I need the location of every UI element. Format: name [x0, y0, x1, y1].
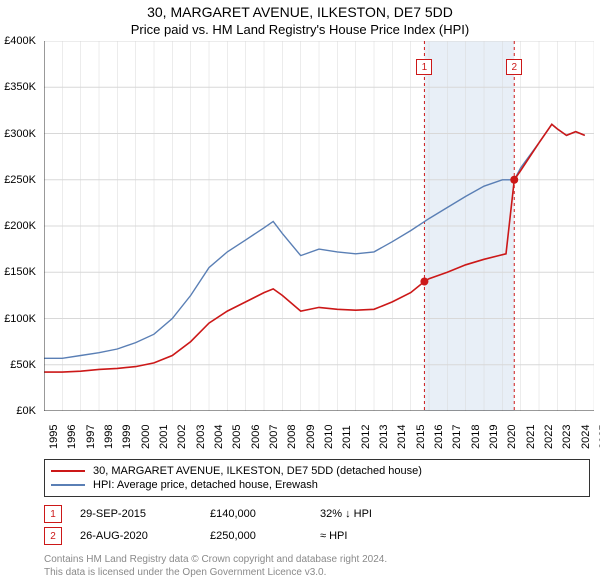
- x-tick-label: 1999: [121, 425, 123, 449]
- x-tick-label: 2016: [433, 425, 435, 449]
- sale-marker-label: 1: [416, 59, 432, 75]
- legend-row-property: 30, MARGARET AVENUE, ILKESTON, DE7 5DD (…: [51, 464, 583, 478]
- y-tick-label: £100K: [4, 313, 36, 325]
- x-tick-label: 2002: [176, 425, 178, 449]
- sale-pct: ≈ HPI: [320, 530, 420, 542]
- x-tick-label: 2012: [360, 425, 362, 449]
- legend: 30, MARGARET AVENUE, ILKESTON, DE7 5DD (…: [44, 459, 590, 497]
- x-tick-label: 2021: [525, 425, 527, 449]
- x-tick-label: 1998: [103, 425, 105, 449]
- y-tick-label: £300K: [4, 128, 36, 140]
- x-tick-label: 2020: [506, 425, 508, 449]
- x-tick-label: 2014: [396, 425, 398, 449]
- y-tick-label: £50K: [10, 359, 36, 371]
- x-tick-label: 2000: [140, 425, 142, 449]
- x-tick-label: 2024: [580, 425, 582, 449]
- x-tick-label: 1997: [85, 425, 87, 449]
- sale-date: 26-AUG-2020: [80, 530, 210, 542]
- sale-pct: 32% ↓ HPI: [320, 508, 420, 520]
- y-tick-label: £200K: [4, 220, 36, 232]
- sale-marker-label: 2: [506, 59, 522, 75]
- y-axis: £0K£50K£100K£150K£200K£250K£300K£350K£40…: [0, 41, 40, 411]
- x-tick-label: 2019: [488, 425, 490, 449]
- x-tick-label: 2008: [286, 425, 288, 449]
- x-tick-label: 2015: [415, 425, 417, 449]
- y-tick-label: £150K: [4, 266, 36, 278]
- x-tick-label: 2011: [341, 425, 343, 449]
- chart-area: £0K£50K£100K£150K£200K£250K£300K£350K£40…: [44, 41, 594, 411]
- x-axis: 1995 1996 1997 1998 1999 2000 2001 2002 2003 2004…: [44, 411, 594, 455]
- chart-title-sub: Price paid vs. HM Land Registry's House …: [0, 20, 600, 41]
- sale-row: 2 26-AUG-2020£250,000≈ HPI: [44, 525, 590, 547]
- x-tick-label: 2004: [213, 425, 215, 449]
- x-tick-label: 2010: [323, 425, 325, 449]
- y-tick-label: £400K: [4, 35, 36, 47]
- x-tick-label: 1995: [48, 425, 50, 449]
- sale-date: 29-SEP-2015: [80, 508, 210, 520]
- x-tick-label: 2023: [561, 425, 563, 449]
- x-tick-label: 2001: [158, 425, 160, 449]
- x-tick-label: 2022: [543, 425, 545, 449]
- footer-line-2: This data is licensed under the Open Gov…: [44, 566, 590, 579]
- legend-swatch-property: [51, 470, 85, 472]
- chart-plot: [44, 41, 594, 411]
- x-tick-label: 1996: [66, 425, 68, 449]
- x-tick-label: 2018: [470, 425, 472, 449]
- sales-table: 1 29-SEP-2015£140,00032% ↓ HPI 2 26-AUG-202…: [44, 503, 590, 547]
- x-tick-label: 2007: [268, 425, 270, 449]
- sale-price: £140,000: [210, 508, 320, 520]
- x-tick-label: 2013: [378, 425, 380, 449]
- sale-row: 1 29-SEP-2015£140,00032% ↓ HPI: [44, 503, 590, 525]
- legend-label-hpi: HPI: Average price, detached house, Erew…: [93, 479, 318, 491]
- sale-price: £250,000: [210, 530, 320, 542]
- chart-title-main: 30, MARGARET AVENUE, ILKESTON, DE7 5DD: [0, 0, 600, 20]
- x-tick-label: 2005: [231, 425, 233, 449]
- legend-label-property: 30, MARGARET AVENUE, ILKESTON, DE7 5DD (…: [93, 465, 422, 477]
- x-tick-label: 2009: [305, 425, 307, 449]
- footer: Contains HM Land Registry data © Crown c…: [44, 553, 590, 579]
- y-tick-label: £250K: [4, 174, 36, 186]
- x-tick-label: 2003: [195, 425, 197, 449]
- sale-marker-box: 1: [44, 505, 62, 523]
- legend-swatch-hpi: [51, 484, 85, 486]
- y-tick-label: £350K: [4, 81, 36, 93]
- x-tick-label: 2006: [250, 425, 252, 449]
- y-tick-label: £0K: [16, 405, 36, 417]
- sale-marker-box: 2: [44, 527, 62, 545]
- legend-row-hpi: HPI: Average price, detached house, Erew…: [51, 478, 583, 492]
- x-tick-label: 2017: [451, 425, 453, 449]
